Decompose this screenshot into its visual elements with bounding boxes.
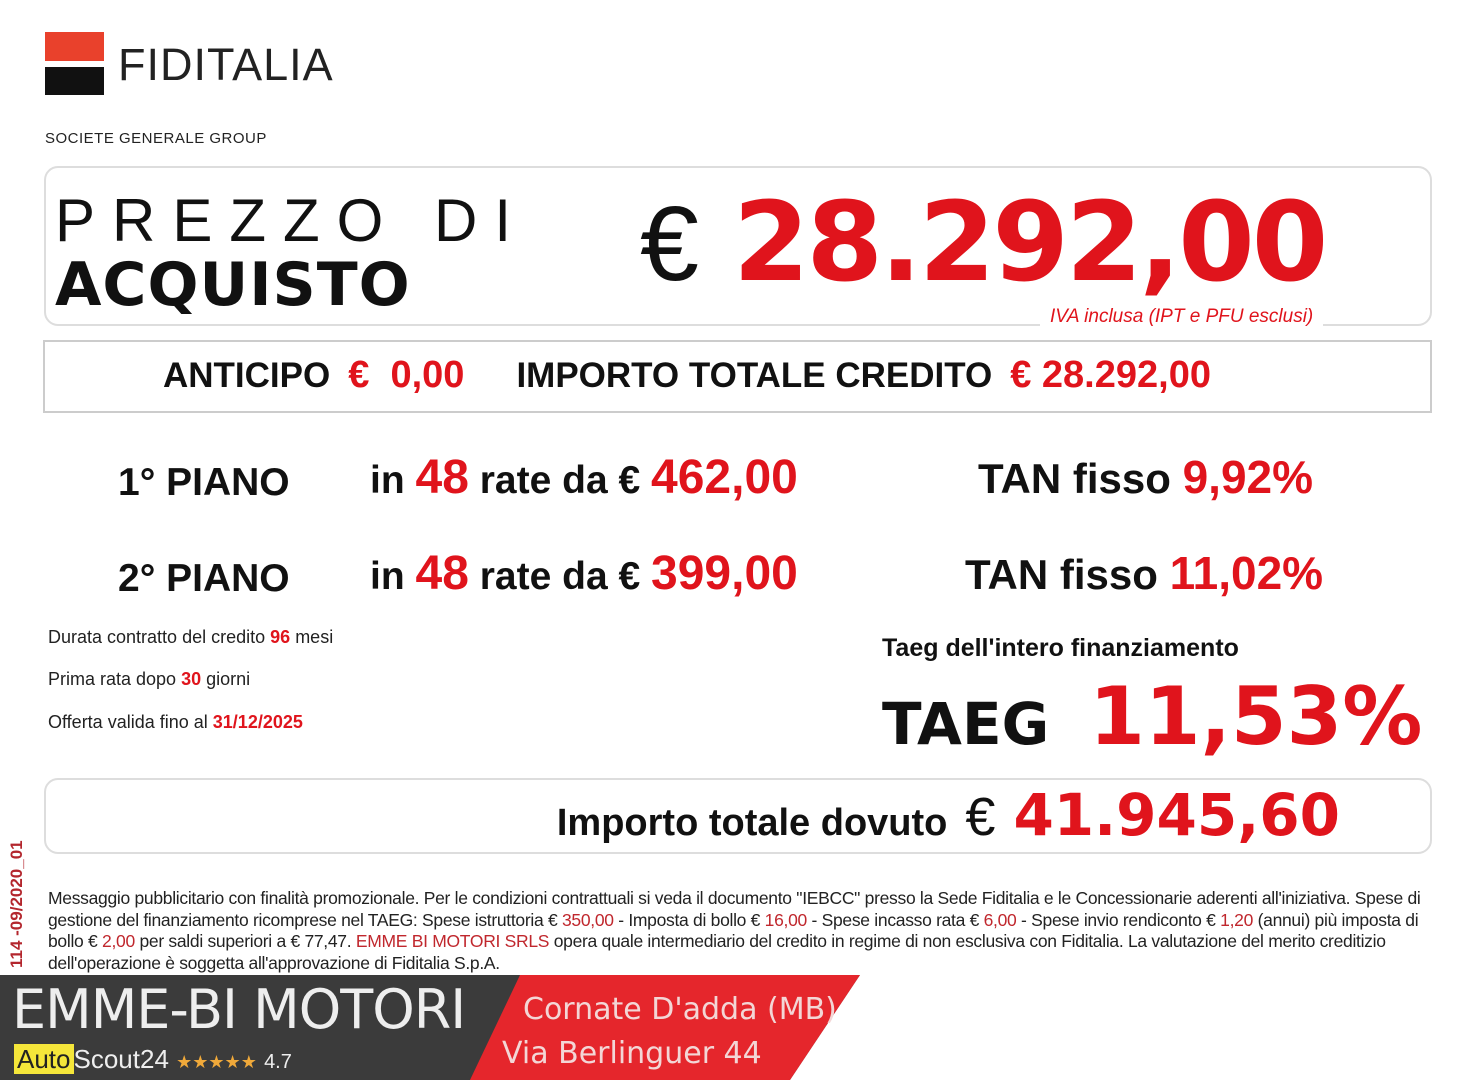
fine-text: per saldi superiori a € 77,47.: [134, 931, 356, 951]
fine-value: 16,00: [764, 909, 808, 930]
plan-1-label: 1° PIANO: [118, 461, 290, 504]
detail-suffix: giorni: [206, 669, 251, 689]
detail-value: 30: [181, 669, 202, 689]
plan-1-tan-value: 9,92%: [1182, 451, 1314, 503]
plan-1-count: 48: [415, 451, 469, 504]
taeg-row: TAEG 11,53%: [882, 672, 1422, 764]
fine-text: Messaggio pubblicitario con finalità pro…: [48, 888, 1421, 930]
plan-2-in: in: [370, 555, 405, 598]
plan-1-tan: TAN fisso 9,92%: [978, 452, 1313, 503]
star-rating-icon: ★★★★★: [176, 1052, 257, 1072]
plan-2-tan-value: 11,02%: [1169, 547, 1324, 599]
dealer-city: Cornate D'adda (MB): [523, 992, 837, 1027]
detail-value: 31/12/2025: [212, 712, 303, 732]
detail-text: Offerta valida fino al: [48, 712, 208, 732]
plan-2-count: 48: [415, 547, 469, 600]
plan-1-in: in: [370, 459, 405, 502]
taeg-label: TAEG: [882, 690, 1050, 758]
total-due-value: 41.945,60: [1013, 781, 1340, 849]
plan-2-amount: 399,00: [651, 547, 798, 600]
fine-value: 350,00: [561, 909, 614, 930]
autoscout-scout: Scout24: [73, 1044, 169, 1074]
total-due-box: [44, 778, 1432, 854]
total-due-label: Importo totale dovuto: [556, 802, 948, 844]
fine-print: Messaggio pubblicitario con finalità pro…: [48, 888, 1428, 974]
autoscout-logo: Auto Scout24 ★★★★★ 4.7: [14, 1044, 292, 1077]
price-value: 28.292,00: [732, 178, 1328, 306]
logo-group: SOCIETE GENERALE GROUP: [45, 130, 267, 147]
plan-1-rate: in 48 rate da € 462,00: [370, 451, 798, 505]
price-row: € 28.292,00: [640, 178, 1328, 306]
rating-value: 4.7: [264, 1051, 292, 1073]
plan-1-rate-text: rate da €: [479, 459, 641, 502]
detail-suffix: mesi: [295, 627, 334, 647]
credit-row: ANTICIPO € 0,00 IMPORTO TOTALE CREDITO €…: [163, 354, 1211, 397]
detail-first-payment: Prima rata dopo 30 giorni: [48, 669, 251, 690]
total-due-currency: €: [965, 787, 996, 847]
fine-value: 1,20: [1220, 909, 1254, 930]
price-label-2: ACQUISTO: [55, 250, 411, 320]
taeg-value: 11,53%: [1089, 670, 1423, 763]
price-currency: €: [640, 185, 699, 303]
fiditalia-logo-icon: [45, 32, 104, 95]
fine-text: (annui) più imposta di bollo €: [48, 909, 1419, 952]
fine-dealer: EMME BI MOTORI SRLS: [355, 931, 550, 951]
price-note: IVA inclusa (IPT e PFU esclusi): [1040, 306, 1324, 328]
logo-name: FIDITALIA: [118, 39, 334, 90]
dealer-name: EMME-BI MOTORI: [12, 978, 466, 1041]
detail-text: Prima rata dopo: [48, 669, 177, 689]
anticipo-label: ANTICIPO: [163, 356, 331, 395]
plan-1-tan-label: TAN fisso: [978, 455, 1171, 502]
taeg-caption: Taeg dell'intero finanziamento: [882, 634, 1239, 662]
total-credit-label: IMPORTO TOTALE CREDITO: [516, 356, 993, 395]
detail-text: Durata contratto del credito: [48, 627, 266, 647]
dealer-address: Via Berlinguer 44: [502, 1036, 762, 1071]
plan-2-tan-label: TAN fisso: [965, 551, 1158, 598]
fine-text: - Spese invio rendiconto €: [1016, 909, 1221, 930]
anticipo-value: € 0,00: [348, 354, 465, 396]
detail-valid-until: Offerta valida fino al 31/12/2025: [48, 712, 303, 733]
total-due-row: Importo totale dovuto € 41.945,60: [44, 782, 1432, 852]
fine-value: 6,00: [983, 909, 1017, 930]
price-box: [44, 166, 1432, 326]
total-credit-value: € 28.292,00: [1010, 354, 1211, 396]
fine-text: - Imposta di bollo €: [613, 909, 765, 930]
plan-2-rate-text: rate da €: [479, 555, 641, 598]
autoscout-auto: Auto: [14, 1044, 74, 1074]
detail-value: 96: [270, 627, 291, 647]
fine-text: opera quale intermediario del credito in…: [48, 931, 1386, 973]
fine-value: 2,00: [102, 931, 135, 951]
plan-2-label: 2° PIANO: [118, 557, 290, 600]
fine-text: - Spese incasso rata €: [806, 909, 984, 930]
price-label-1: PREZZO DI: [55, 187, 529, 254]
plan-2-tan: TAN fisso 11,02%: [965, 548, 1323, 599]
side-code: 114 -09/2020_01: [7, 840, 26, 968]
detail-duration: Durata contratto del credito 96 mesi: [48, 627, 334, 648]
credit-box: [43, 340, 1432, 413]
dealer-banner-red: [470, 975, 860, 1080]
plan-2-rate: in 48 rate da € 399,00: [370, 547, 798, 601]
plan-1-amount: 462,00: [651, 451, 798, 504]
